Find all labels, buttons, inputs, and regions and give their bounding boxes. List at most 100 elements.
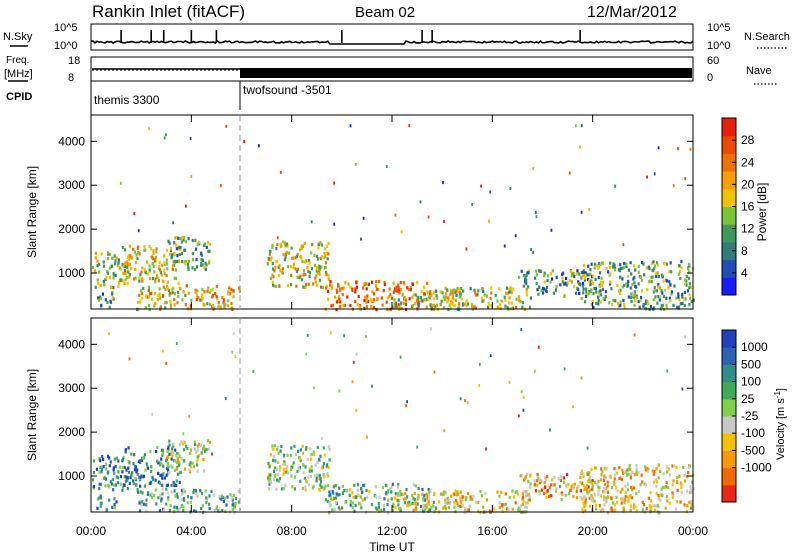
data-cell (652, 290, 655, 294)
data-cell (551, 269, 554, 273)
data-cell (436, 303, 439, 307)
data-cell (482, 505, 485, 509)
data-cell (301, 244, 304, 248)
data-cell (524, 501, 528, 505)
data-cell (688, 500, 691, 504)
data-cell (110, 285, 113, 289)
colorbar-swatch (722, 398, 736, 417)
sparse-echo-cell (306, 333, 309, 337)
data-cell (267, 473, 270, 477)
data-cell (272, 469, 276, 473)
data-cell (627, 295, 630, 299)
data-cell (206, 241, 210, 245)
data-cell (332, 485, 335, 489)
data-cell (590, 494, 593, 498)
data-cell (490, 304, 493, 308)
data-cell (388, 294, 391, 298)
data-cell (139, 460, 142, 464)
data-cell (397, 499, 401, 503)
data-cell (134, 465, 138, 469)
data-cell (379, 508, 382, 512)
data-cell (601, 470, 604, 474)
data-cell (111, 505, 114, 509)
data-cell (457, 503, 460, 507)
data-cell (177, 509, 180, 513)
data-cell (146, 464, 149, 468)
data-cell (458, 287, 461, 291)
data-cell (376, 507, 379, 511)
data-cell (177, 460, 181, 464)
data-cell (413, 498, 416, 502)
data-cell (333, 507, 336, 512)
data-cell (189, 448, 192, 452)
data-cell (498, 505, 501, 510)
data-cell (387, 498, 390, 502)
data-cell (135, 253, 138, 257)
data-cell (200, 261, 203, 266)
data-cell (271, 267, 275, 271)
data-cell (583, 495, 586, 500)
sparse-echo-cell (405, 404, 407, 408)
data-cell (183, 440, 186, 444)
sparse-echo-cell (666, 369, 669, 373)
data-cell (204, 449, 207, 453)
data-cell (177, 259, 181, 263)
data-cell (582, 472, 585, 476)
data-cell (127, 270, 130, 274)
data-cell (148, 268, 151, 272)
sparse-echo-cell (653, 172, 656, 176)
data-cell (141, 279, 144, 283)
data-cell (112, 276, 115, 280)
data-cell (319, 285, 323, 289)
data-cell (171, 447, 174, 451)
data-cell (267, 487, 270, 491)
data-cell (195, 297, 198, 302)
data-cell (434, 506, 438, 510)
data-cell (318, 269, 321, 273)
data-cell (627, 274, 630, 279)
data-cell (637, 300, 640, 304)
data-cell (101, 454, 104, 459)
data-cell (404, 302, 407, 307)
data-cell (285, 467, 288, 471)
data-cell (525, 505, 529, 509)
data-cell (186, 447, 189, 451)
data-cell (122, 271, 125, 275)
data-cell (686, 475, 689, 479)
data-cell (545, 478, 548, 482)
nsky-left-tick-top: 10^5 (54, 22, 78, 34)
sparse-echo-cell (321, 436, 323, 440)
data-cell (496, 299, 499, 303)
data-cell (630, 295, 633, 299)
data-cell (629, 508, 632, 512)
data-cell (326, 251, 329, 255)
data-cell (372, 298, 375, 302)
data-cell (632, 277, 635, 281)
sparse-echo-cell (355, 352, 358, 356)
data-cell (200, 506, 203, 510)
data-cell (195, 293, 198, 297)
data-cell (278, 468, 281, 472)
data-cell (184, 293, 187, 297)
data-cell (628, 467, 631, 471)
data-cell (324, 266, 327, 270)
data-cell (361, 498, 364, 502)
data-cell (454, 298, 457, 302)
data-cell (442, 295, 445, 299)
data-cell (517, 508, 520, 512)
sparse-echo-cell (119, 181, 122, 185)
data-cell (178, 247, 181, 252)
data-cell (98, 470, 101, 474)
data-cell (397, 492, 400, 496)
data-cell (598, 290, 601, 294)
data-cell (266, 262, 269, 266)
data-cell (681, 301, 684, 305)
data-cell (180, 440, 183, 444)
data-cell (619, 267, 622, 271)
data-cell (127, 446, 130, 450)
data-cell (106, 471, 109, 475)
cpid-program-1: twofsound -3501 (243, 83, 332, 97)
data-cell (624, 484, 627, 488)
